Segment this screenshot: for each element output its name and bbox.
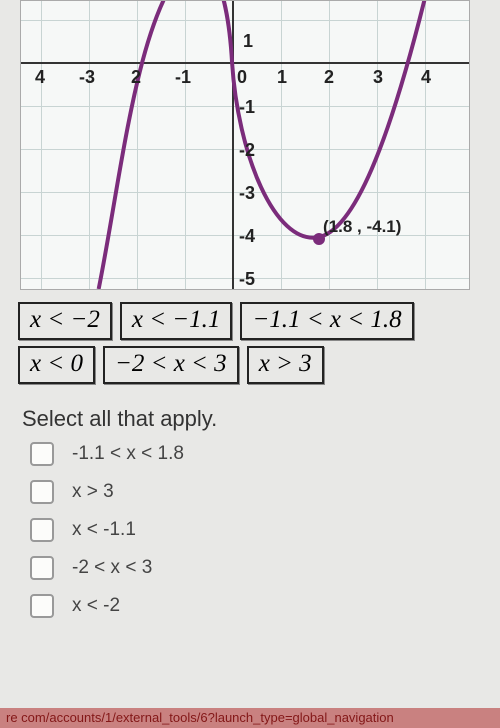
ytick-n2: -2 [239,140,255,161]
choice-row: -1.1 < x < 1.8 [30,442,482,466]
checkbox-5[interactable] [30,594,54,618]
option-box-2[interactable]: x < −1.1 [120,302,233,340]
choice-row: x < -2 [30,594,482,618]
choice-text-2: x > 3 [72,481,114,503]
xtick-n3: -3 [79,67,95,88]
choice-text-4: -2 < x < 3 [72,557,152,579]
checkbox-3[interactable] [30,518,54,542]
checkbox-2[interactable] [30,480,54,504]
checkbox-1[interactable] [30,442,54,466]
option-box-3[interactable]: −1.1 < x < 1.8 [240,302,413,340]
xtick-n4: 4 [35,67,45,88]
option-box-5[interactable]: −2 < x < 3 [103,346,239,384]
choice-text-3: x < -1.1 [72,519,136,541]
ytick-n5: -5 [239,269,255,290]
choice-text-1: -1.1 < x < 1.8 [72,443,184,465]
ytick-1: 1 [243,31,253,52]
ytick-n3: -3 [239,183,255,204]
choices-list: -1.1 < x < 1.8 x > 3 x < -1.1 -2 < x < 3… [30,442,482,618]
option-boxes-row2: x < 0 −2 < x < 3 x > 3 [18,346,482,384]
choice-row: x < -1.1 [30,518,482,542]
choice-text-5: x < -2 [72,595,120,617]
option-box-1[interactable]: x < −2 [18,302,112,340]
ytick-n1: -1 [239,97,255,118]
graph-area: 4 -3 2 -1 0 1 2 3 4 2 1 -1 -2 -3 -4 -5 (… [20,0,470,290]
prompt-text: Select all that apply. [22,406,482,432]
choice-row: x > 3 [30,480,482,504]
option-box-4[interactable]: x < 0 [18,346,95,384]
checkbox-4[interactable] [30,556,54,580]
footer-url-strip: re com/accounts/1/external_tools/6?launc… [0,708,500,728]
xtick-n2: 2 [131,67,141,88]
xtick-3: 3 [373,67,383,88]
ytick-n4: -4 [239,226,255,247]
min-point-label: (1.8 , -4.1) [323,217,401,237]
xtick-2: 2 [324,67,334,88]
xtick-4: 4 [421,67,431,88]
option-box-6[interactable]: x > 3 [247,346,324,384]
xtick-0: 0 [237,67,247,88]
xtick-n1: -1 [175,67,191,88]
xtick-1: 1 [277,67,287,88]
option-boxes-row1: x < −2 x < −1.1 −1.1 < x < 1.8 [18,302,482,340]
choice-row: -2 < x < 3 [30,556,482,580]
